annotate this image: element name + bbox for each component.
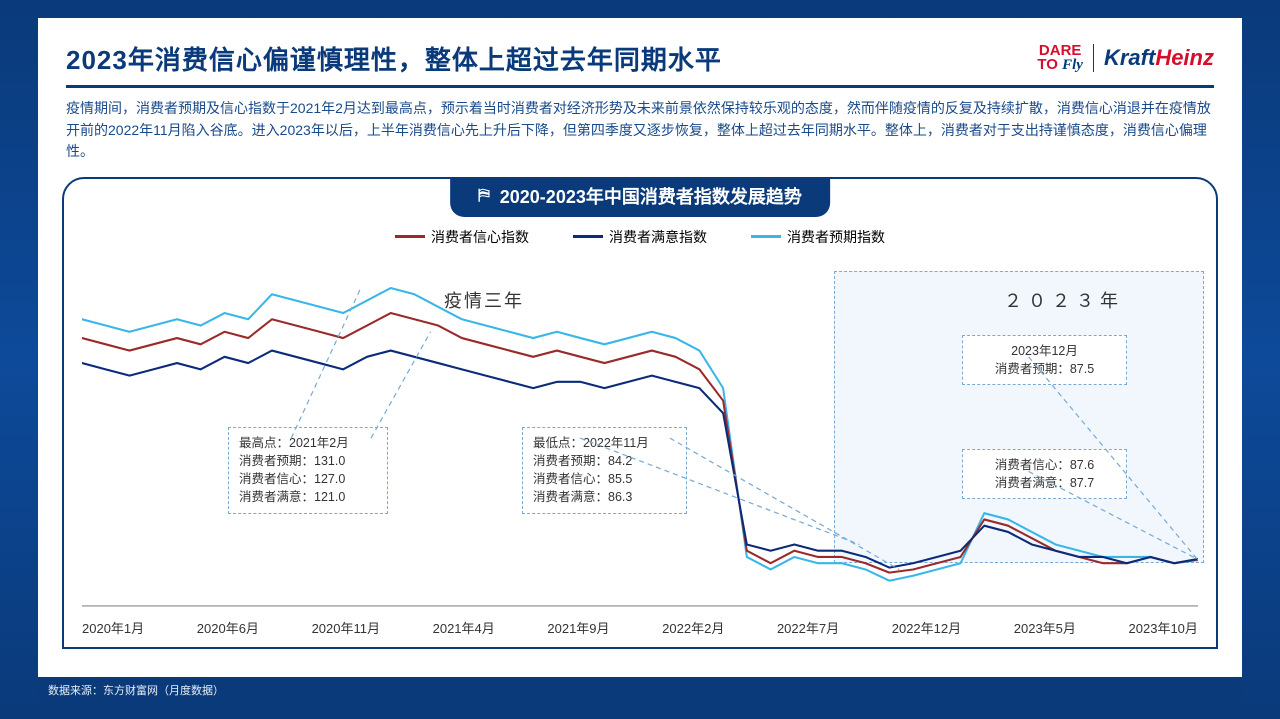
- x-tick-label: 2020年1月: [82, 618, 144, 637]
- logo-group: DARE TO Fly KraftHeinz: [1037, 40, 1214, 73]
- header-rule: [66, 85, 1214, 88]
- x-tick-label: 2020年6月: [197, 618, 259, 637]
- slide-card: 2023年消费信心偏谨慎理性，整体上超过去年同期水平 DARE TO Fly K…: [38, 18, 1242, 701]
- x-tick-label: 2021年4月: [433, 618, 495, 637]
- x-tick-label: 2021年9月: [547, 618, 609, 637]
- logo-dare-line3: Fly: [1062, 57, 1083, 73]
- x-tick-label: 2020年11月: [312, 618, 380, 637]
- chart-title-band: ⛿ 2020-2023年中国消费者指数发展趋势: [450, 177, 830, 217]
- header-row: 2023年消费信心偏谨慎理性，整体上超过去年同期水平 DARE TO Fly K…: [38, 18, 1242, 85]
- x-tick-label: 2022年2月: [662, 618, 724, 637]
- map-pin-icon: ⛿: [478, 187, 490, 205]
- logo-dare-line2: TO: [1037, 56, 1058, 73]
- logo-heinz: Heinz: [1155, 45, 1214, 70]
- page-title: 2023年消费信心偏谨慎理性，整体上超过去年同期水平: [66, 40, 722, 77]
- body-paragraph: 疫情期间，消费者预期及信心指数于2021年2月达到最高点，预示着当时消费者对经济…: [38, 98, 1242, 163]
- chart-frame: ⛿ 2020-2023年中国消费者指数发展趋势 消费者信心指数消费者满意指数消费…: [62, 177, 1218, 649]
- series-line-confidence: [82, 313, 1198, 573]
- legend-item-satisfaction: 消费者满意指数: [573, 227, 707, 247]
- x-tick-label: 2023年5月: [1014, 618, 1076, 637]
- logo-dare-to-fly: DARE TO Fly: [1037, 44, 1083, 73]
- x-tick-label: 2023年10月: [1129, 618, 1198, 637]
- chart-title: 2020-2023年中国消费者指数发展趋势: [500, 183, 802, 209]
- footer-source: 数据来源：东方财富网（月度数据）: [38, 677, 1242, 701]
- x-tick-label: 2022年7月: [777, 618, 839, 637]
- page-background: 2023年消费信心偏谨慎理性，整体上超过去年同期水平 DARE TO Fly K…: [0, 0, 1280, 719]
- logo-kraft: Kraft: [1104, 45, 1155, 70]
- legend-item-confidence: 消费者信心指数: [395, 227, 529, 247]
- logo-kraft-heinz: KraftHeinz: [1104, 45, 1214, 71]
- x-axis-labels: 2020年1月 2020年6月 2020年11月 2021年4月 2021年9月 2022…: [82, 618, 1198, 637]
- logo-divider: [1093, 44, 1094, 72]
- chart-legend: 消费者信心指数 消费者满意指数 消费者预期指数: [64, 225, 1216, 247]
- x-tick-label: 2022年12月: [892, 618, 961, 637]
- series-line-satisfaction: [82, 351, 1198, 568]
- legend-item-expectation: 消费者预期指数: [751, 227, 885, 247]
- chart-plot-area: [82, 263, 1198, 607]
